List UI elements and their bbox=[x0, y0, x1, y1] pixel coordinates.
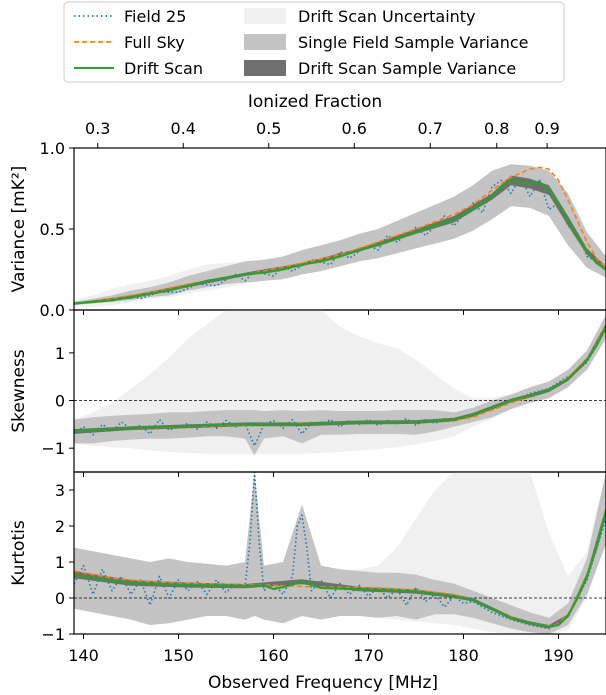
top-tick-label-5: 0.8 bbox=[484, 119, 509, 138]
top-tick-label-3: 0.6 bbox=[342, 119, 367, 138]
x-tick-label-2: 160 bbox=[258, 646, 289, 665]
legend-label-single-field-sample-variance: Single Field Sample Variance bbox=[298, 33, 528, 52]
series-drift-scan-skewness bbox=[74, 326, 606, 433]
legend-label-full-sky: Full Sky bbox=[124, 33, 185, 52]
panel-variance: 0.0 0.5 1.0 Variance [mK²] bbox=[9, 139, 606, 320]
bottom-axis: 140 150 160 170 180 190 bbox=[68, 646, 574, 665]
plot-area-kurtosis bbox=[74, 472, 606, 634]
y-tick-label-kurtosis-4: 3 bbox=[55, 481, 65, 500]
band-single-field-sample-variance-variance bbox=[74, 164, 606, 306]
y-tick-label-kurtosis-0: −1 bbox=[41, 625, 65, 644]
panel-skewness: −1 0 1 Skewness bbox=[9, 309, 606, 477]
plot-area-skewness bbox=[74, 310, 606, 456]
legend-entry-field-25: Field 25 bbox=[74, 7, 186, 26]
y-tick-label-kurtosis-1: 0 bbox=[55, 589, 65, 608]
legend-swatch-drift-scan-uncertainty bbox=[244, 8, 286, 24]
series-drift-scan-variance bbox=[74, 179, 606, 305]
top-axis: 0.3 0.4 0.5 0.6 0.7 0.8 0.9 bbox=[85, 119, 560, 148]
top-tick-label-0: 0.3 bbox=[85, 119, 110, 138]
legend-entry-single-field-sample-variance: Single Field Sample Variance bbox=[244, 33, 528, 52]
panel-frame-kurtosis bbox=[73, 471, 606, 635]
y-axis-title-skewness: Skewness bbox=[9, 349, 29, 432]
x-axis-title: Observed Frequency [MHz] bbox=[208, 673, 438, 693]
x-tick-label-3: 170 bbox=[353, 646, 384, 665]
y-tick-label-kurtosis-2: 1 bbox=[55, 553, 65, 572]
legend-label-field-25: Field 25 bbox=[124, 7, 186, 26]
legend: Field 25 Full Sky Drift Scan Drift Scan … bbox=[63, 1, 565, 83]
panels: 0.0 0.5 1.0 Variance [mK²] −1 0 1 Skewness −1 0 1 2… bbox=[9, 139, 606, 644]
y-axis-title-variance: Variance [mK²] bbox=[9, 166, 29, 293]
y-tick-label-variance-1: 0.5 bbox=[40, 220, 65, 239]
top-tick-label-4: 0.7 bbox=[418, 119, 443, 138]
band-single-field-sample-variance-skewness bbox=[74, 314, 606, 456]
legend-entry-full-sky: Full Sky bbox=[74, 33, 185, 52]
plot-area-variance bbox=[74, 164, 606, 307]
top-axis-title: Ionized Fraction bbox=[248, 92, 382, 112]
y-tick-label-variance-0: 0.0 bbox=[40, 301, 65, 320]
top-tick-label-6: 0.9 bbox=[534, 119, 559, 138]
y-tick-label-variance-2: 1.0 bbox=[40, 139, 65, 158]
legend-swatch-single-field-sample-variance bbox=[244, 34, 286, 50]
series-drift-scan-kurtosis bbox=[74, 511, 606, 628]
panel-kurtosis: −1 0 1 2 3 Kurtotis bbox=[9, 471, 606, 644]
band-drift-scan-sample-variance-variance bbox=[74, 175, 606, 305]
x-tick-label-5: 190 bbox=[543, 646, 574, 665]
x-tick-label-0: 140 bbox=[68, 646, 99, 665]
series-full-sky-variance bbox=[74, 166, 606, 305]
y-tick-label-skewness-1: 0 bbox=[55, 392, 65, 411]
y-tick-label-skewness-0: −1 bbox=[41, 439, 65, 458]
x-tick-label-4: 180 bbox=[448, 646, 479, 665]
top-tick-label-1: 0.4 bbox=[171, 119, 196, 138]
legend-swatch-drift-scan-sample-variance bbox=[244, 60, 286, 76]
top-tick-label-2: 0.5 bbox=[256, 119, 281, 138]
legend-label-drift-scan-uncertainty: Drift Scan Uncertainty bbox=[298, 7, 476, 26]
y-tick-label-skewness-2: 1 bbox=[55, 344, 65, 363]
legend-entry-drift-scan-uncertainty: Drift Scan Uncertainty bbox=[244, 7, 476, 26]
legend-entry-drift-scan: Drift Scan bbox=[74, 59, 203, 78]
legend-label-drift-scan-sample-variance: Drift Scan Sample Variance bbox=[298, 59, 516, 78]
y-tick-label-kurtosis-3: 2 bbox=[55, 517, 65, 536]
legend-frame bbox=[63, 1, 565, 83]
legend-label-drift-scan: Drift Scan bbox=[124, 59, 203, 78]
y-axis-title-kurtosis: Kurtotis bbox=[9, 520, 29, 586]
x-tick-label-1: 150 bbox=[163, 646, 194, 665]
band-drift-scan-sample-variance-kurtosis bbox=[74, 506, 606, 629]
legend-entry-drift-scan-sample-variance: Drift Scan Sample Variance bbox=[244, 59, 516, 78]
